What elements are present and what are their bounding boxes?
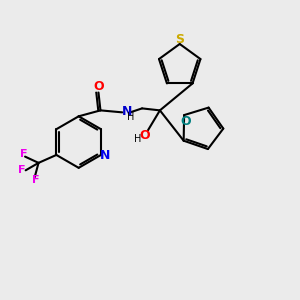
Text: H: H <box>134 134 142 144</box>
Text: S: S <box>175 32 184 46</box>
Text: O: O <box>93 80 104 93</box>
Text: O: O <box>181 115 191 128</box>
Text: N: N <box>100 149 110 162</box>
Text: O: O <box>140 129 150 142</box>
Text: F: F <box>20 148 28 159</box>
Text: N: N <box>122 105 132 118</box>
Text: H: H <box>128 112 135 122</box>
Text: F: F <box>32 175 39 185</box>
Text: F: F <box>18 165 26 175</box>
